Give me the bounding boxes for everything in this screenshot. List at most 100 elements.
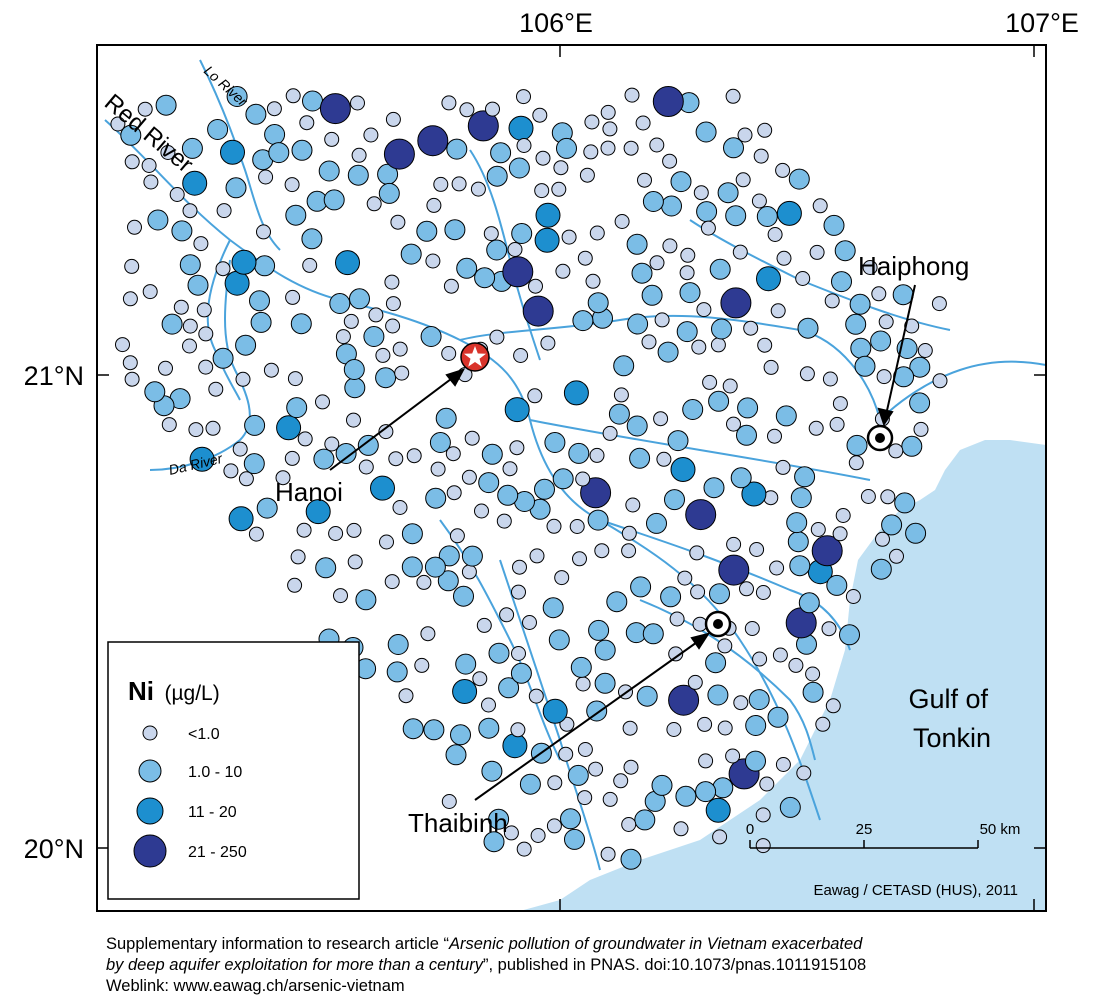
sample-point — [420, 626, 436, 642]
sample-point — [849, 293, 871, 315]
sample-point — [212, 347, 234, 369]
sample-point — [299, 115, 315, 131]
sample-point — [305, 499, 331, 525]
sample-point — [254, 255, 276, 277]
sample-point — [232, 441, 248, 457]
sample-point — [385, 111, 401, 127]
sample-point — [513, 348, 529, 363]
sample-point — [534, 227, 560, 253]
map-credit: Eawag / CETASD (HUS), 2011 — [813, 882, 1018, 899]
sample-point — [445, 744, 467, 766]
sample-point — [708, 390, 730, 412]
sample-point — [584, 114, 600, 130]
sample-point — [666, 722, 682, 737]
sample-point — [812, 198, 828, 214]
sample-point — [589, 447, 605, 463]
sample-point — [401, 523, 423, 545]
sample-point — [572, 551, 587, 567]
sample-point — [748, 689, 770, 711]
sample-point — [909, 356, 931, 378]
sample-point — [313, 448, 335, 470]
sample-point — [264, 124, 286, 145]
sample-point — [693, 185, 709, 201]
haiphong-marker[interactable] — [866, 424, 894, 452]
sample-point — [811, 535, 843, 567]
sample-point — [690, 584, 706, 600]
sample-point — [370, 475, 395, 501]
sample-point — [392, 500, 408, 515]
sample-point — [481, 760, 503, 782]
river-branch — [599, 519, 851, 651]
sample-point — [324, 436, 340, 452]
sample-point — [627, 313, 649, 335]
sample-point — [707, 684, 729, 706]
sample-point — [344, 377, 366, 399]
sample-point — [122, 291, 138, 307]
sample-point — [453, 585, 474, 607]
sample-point — [763, 359, 779, 375]
sample-point — [634, 809, 656, 831]
sample-point — [416, 220, 438, 242]
sample-point — [244, 414, 266, 436]
sample-point — [516, 89, 531, 105]
sample-point — [824, 293, 840, 309]
sample-point — [600, 846, 616, 862]
sample-point — [552, 468, 574, 490]
hanoi-marker[interactable] — [460, 342, 490, 372]
sample-point — [291, 139, 313, 161]
sample-point — [679, 265, 695, 281]
sample-point — [901, 435, 923, 457]
sample-point — [535, 150, 551, 166]
sample-point — [641, 284, 663, 306]
sample-point — [504, 397, 530, 423]
sample-point — [179, 254, 201, 276]
sample-point — [516, 841, 532, 857]
sample-point — [528, 278, 543, 294]
sample-point — [932, 373, 948, 389]
sample-point — [490, 142, 512, 164]
sample-point — [488, 808, 510, 830]
sample-point — [646, 512, 667, 534]
sample-point — [913, 421, 929, 437]
sample-point — [751, 193, 767, 209]
scale-tick-50: 50 km — [980, 821, 1021, 838]
sample-point — [726, 536, 742, 552]
sample-point — [441, 794, 457, 809]
scale-tick-25: 25 — [856, 821, 873, 838]
sample-point — [187, 274, 209, 296]
sample-point — [235, 334, 257, 356]
sample-point — [226, 86, 248, 107]
sample-point — [825, 698, 841, 714]
sample-point — [452, 679, 478, 704]
sample-point — [621, 543, 637, 559]
sample-point — [193, 236, 209, 252]
bullseye-icon — [713, 619, 723, 629]
sample-point — [670, 171, 692, 193]
sample-point — [435, 407, 457, 429]
sample-point — [488, 642, 510, 664]
sample-point — [548, 629, 570, 651]
sample-point — [570, 656, 592, 678]
sample-point — [483, 226, 499, 242]
sample-point — [563, 380, 589, 406]
sample-point — [417, 125, 449, 157]
sample-point — [743, 320, 759, 336]
sample-point — [767, 428, 782, 444]
sample-point — [173, 299, 189, 315]
sample-point — [689, 545, 705, 561]
sample-point — [147, 209, 169, 231]
sample-point — [455, 653, 477, 675]
legend-label-3: 11 - 20 — [188, 804, 237, 821]
sample-point — [461, 545, 483, 567]
sample-point — [631, 262, 653, 284]
sample-point — [285, 204, 307, 226]
sample-point — [215, 261, 231, 277]
sample-point — [575, 471, 591, 487]
sample-point — [620, 848, 642, 870]
sample-point — [587, 509, 609, 531]
sample-point — [826, 574, 848, 596]
graticule-ticks — [97, 45, 1046, 911]
sample-point — [534, 478, 555, 500]
sample-point — [737, 397, 759, 419]
thaibinh-marker[interactable] — [704, 610, 732, 638]
